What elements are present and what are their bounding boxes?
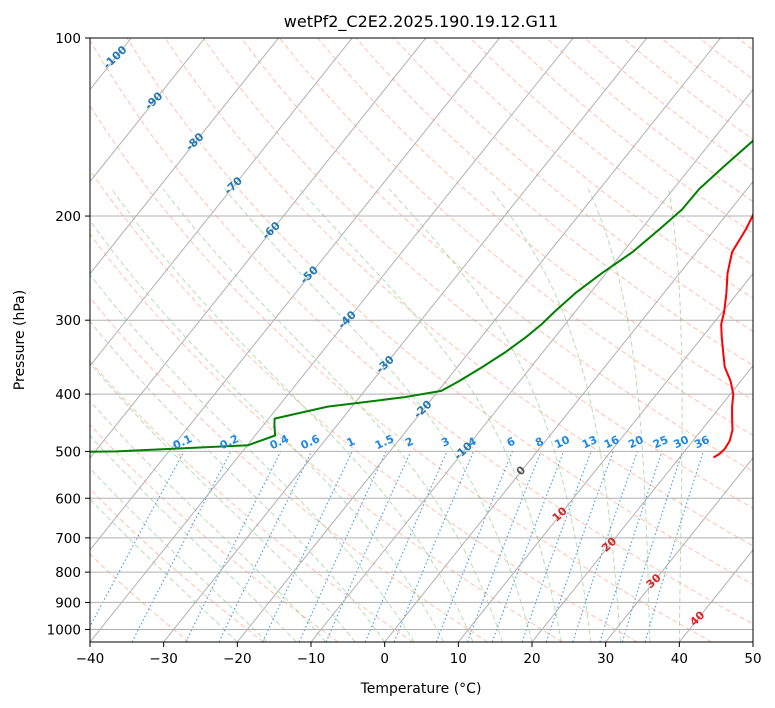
grid-lines <box>90 38 753 642</box>
x-tick-label: −10 <box>297 651 326 667</box>
isotherm-line <box>90 38 500 551</box>
mixing-ratio-label: 25 <box>651 433 670 451</box>
y-tick-label: 1000 <box>47 622 81 638</box>
temperature-series-line <box>712 212 753 459</box>
mixing-ratio-line <box>621 451 684 642</box>
dry-adiabat-line <box>279 38 753 437</box>
dry-adiabat-line <box>431 38 753 299</box>
moist-adiabat-line <box>668 188 683 642</box>
dry-adiabat-line <box>90 39 753 625</box>
mixing-ratio-line <box>521 451 592 642</box>
moist-adiabat-line <box>490 188 621 642</box>
dry-adiabat-line <box>90 488 264 642</box>
mixing-ratio-line <box>466 451 542 642</box>
dry-adiabat-line <box>355 38 753 367</box>
chart-title: wetPf2_C2E2.2025.190.19.12.G11 <box>284 12 558 32</box>
moist-adiabat-line <box>299 188 562 642</box>
isotherm-line <box>90 38 279 275</box>
x-tick-label: 50 <box>744 651 761 667</box>
isotherm-line <box>90 38 353 367</box>
mixing-ratio-line <box>572 451 638 642</box>
isotherm-line <box>531 364 753 642</box>
mixing-ratio-line <box>545 451 614 642</box>
mixing-ratio-line <box>491 451 565 642</box>
x-tick-label: 30 <box>597 651 614 667</box>
mixing-ratio-line <box>325 451 412 642</box>
mixing-ratio-label: 10 <box>553 433 573 451</box>
mixing-ratio-line <box>435 451 514 642</box>
y-tick-label: 100 <box>55 31 81 47</box>
moist-adiabat-line <box>224 188 533 642</box>
mixing-ratio-label: 30 <box>671 433 691 451</box>
dry-adiabat-line <box>240 38 753 473</box>
x-tick-label: −40 <box>76 651 105 667</box>
dry-adiabat-line <box>90 105 712 642</box>
x-tick-label: −20 <box>223 651 252 667</box>
isotherm-line <box>457 272 753 642</box>
x-tick-label: 10 <box>450 651 467 667</box>
isotherm-line <box>163 38 648 642</box>
moist-adiabat-line <box>90 320 386 642</box>
plot-frame <box>89 37 754 643</box>
mixing-ratio-line <box>90 451 185 628</box>
y-tick-label: 500 <box>55 444 81 460</box>
y-axis-title: Pressure (hPa) <box>12 290 28 390</box>
dry-adiabat-line <box>90 423 339 642</box>
mixing-ratio-label: 36 <box>692 433 712 451</box>
isotherm-line <box>605 457 753 642</box>
mixing-ratio-label: 16 <box>602 433 622 451</box>
moist-adiabat-line <box>111 188 474 642</box>
dry-adiabat-line <box>90 169 638 642</box>
mixing-ratio-line <box>185 451 282 642</box>
x-tick-label: 0 <box>380 651 389 667</box>
y-tick-label: 200 <box>55 209 81 225</box>
profile-series <box>90 139 753 459</box>
isotherm-line <box>310 88 753 642</box>
moist-adiabat-line <box>90 434 297 642</box>
mixing-ratio-label: 13 <box>580 433 599 451</box>
moist-adiabat-line <box>587 188 651 642</box>
moist-adiabat-line <box>90 362 356 642</box>
y-tick-label: 600 <box>55 491 81 507</box>
mixing-ratio-label: 20 <box>626 433 646 451</box>
y-axis-ticks: 100 200 300 400 500 600 700 800 900 1000 <box>47 31 90 638</box>
dewpoint-series-line <box>90 139 753 453</box>
dry-adiabat-line <box>202 38 753 509</box>
y-tick-label: 900 <box>55 595 81 611</box>
dry-adiabat-line <box>393 38 753 333</box>
moist-adiabat-line <box>90 273 415 642</box>
isotherm-line <box>90 38 206 183</box>
isotherm-line <box>90 38 427 459</box>
dry-adiabat-line <box>90 553 190 642</box>
x-tick-label: −30 <box>149 651 178 667</box>
isotherm-line <box>90 38 574 642</box>
x-tick-label: 20 <box>523 651 540 667</box>
isotherm-line <box>384 180 753 642</box>
moist-adiabat-line <box>90 400 327 642</box>
y-tick-label: 700 <box>55 531 81 547</box>
y-tick-label: 800 <box>55 565 81 581</box>
mixing-ratio-line <box>599 451 663 642</box>
x-tick-label: 40 <box>671 651 688 667</box>
mixing-ratio-line <box>364 451 448 642</box>
x-axis-title: Temperature (°C) <box>360 681 482 697</box>
x-axis-ticks: −40 −30 −20 −10 0 10 20 30 40 50 <box>76 642 762 667</box>
y-tick-label: 300 <box>55 313 81 329</box>
isotherm-line <box>236 38 721 642</box>
dry-adiabat-line <box>90 296 488 642</box>
y-tick-label: 400 <box>55 387 81 403</box>
